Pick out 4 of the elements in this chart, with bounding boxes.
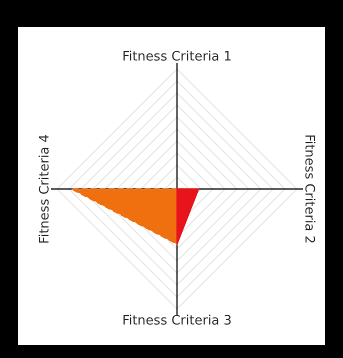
spoke-label: Fitness Criteria 1 xyxy=(122,50,232,65)
spoke-label: Fitness Criteria 4 xyxy=(38,134,53,244)
spoke-label: Fitness Criteria 2 xyxy=(301,134,316,244)
spoke-label: Fitness Criteria 3 xyxy=(122,314,232,329)
